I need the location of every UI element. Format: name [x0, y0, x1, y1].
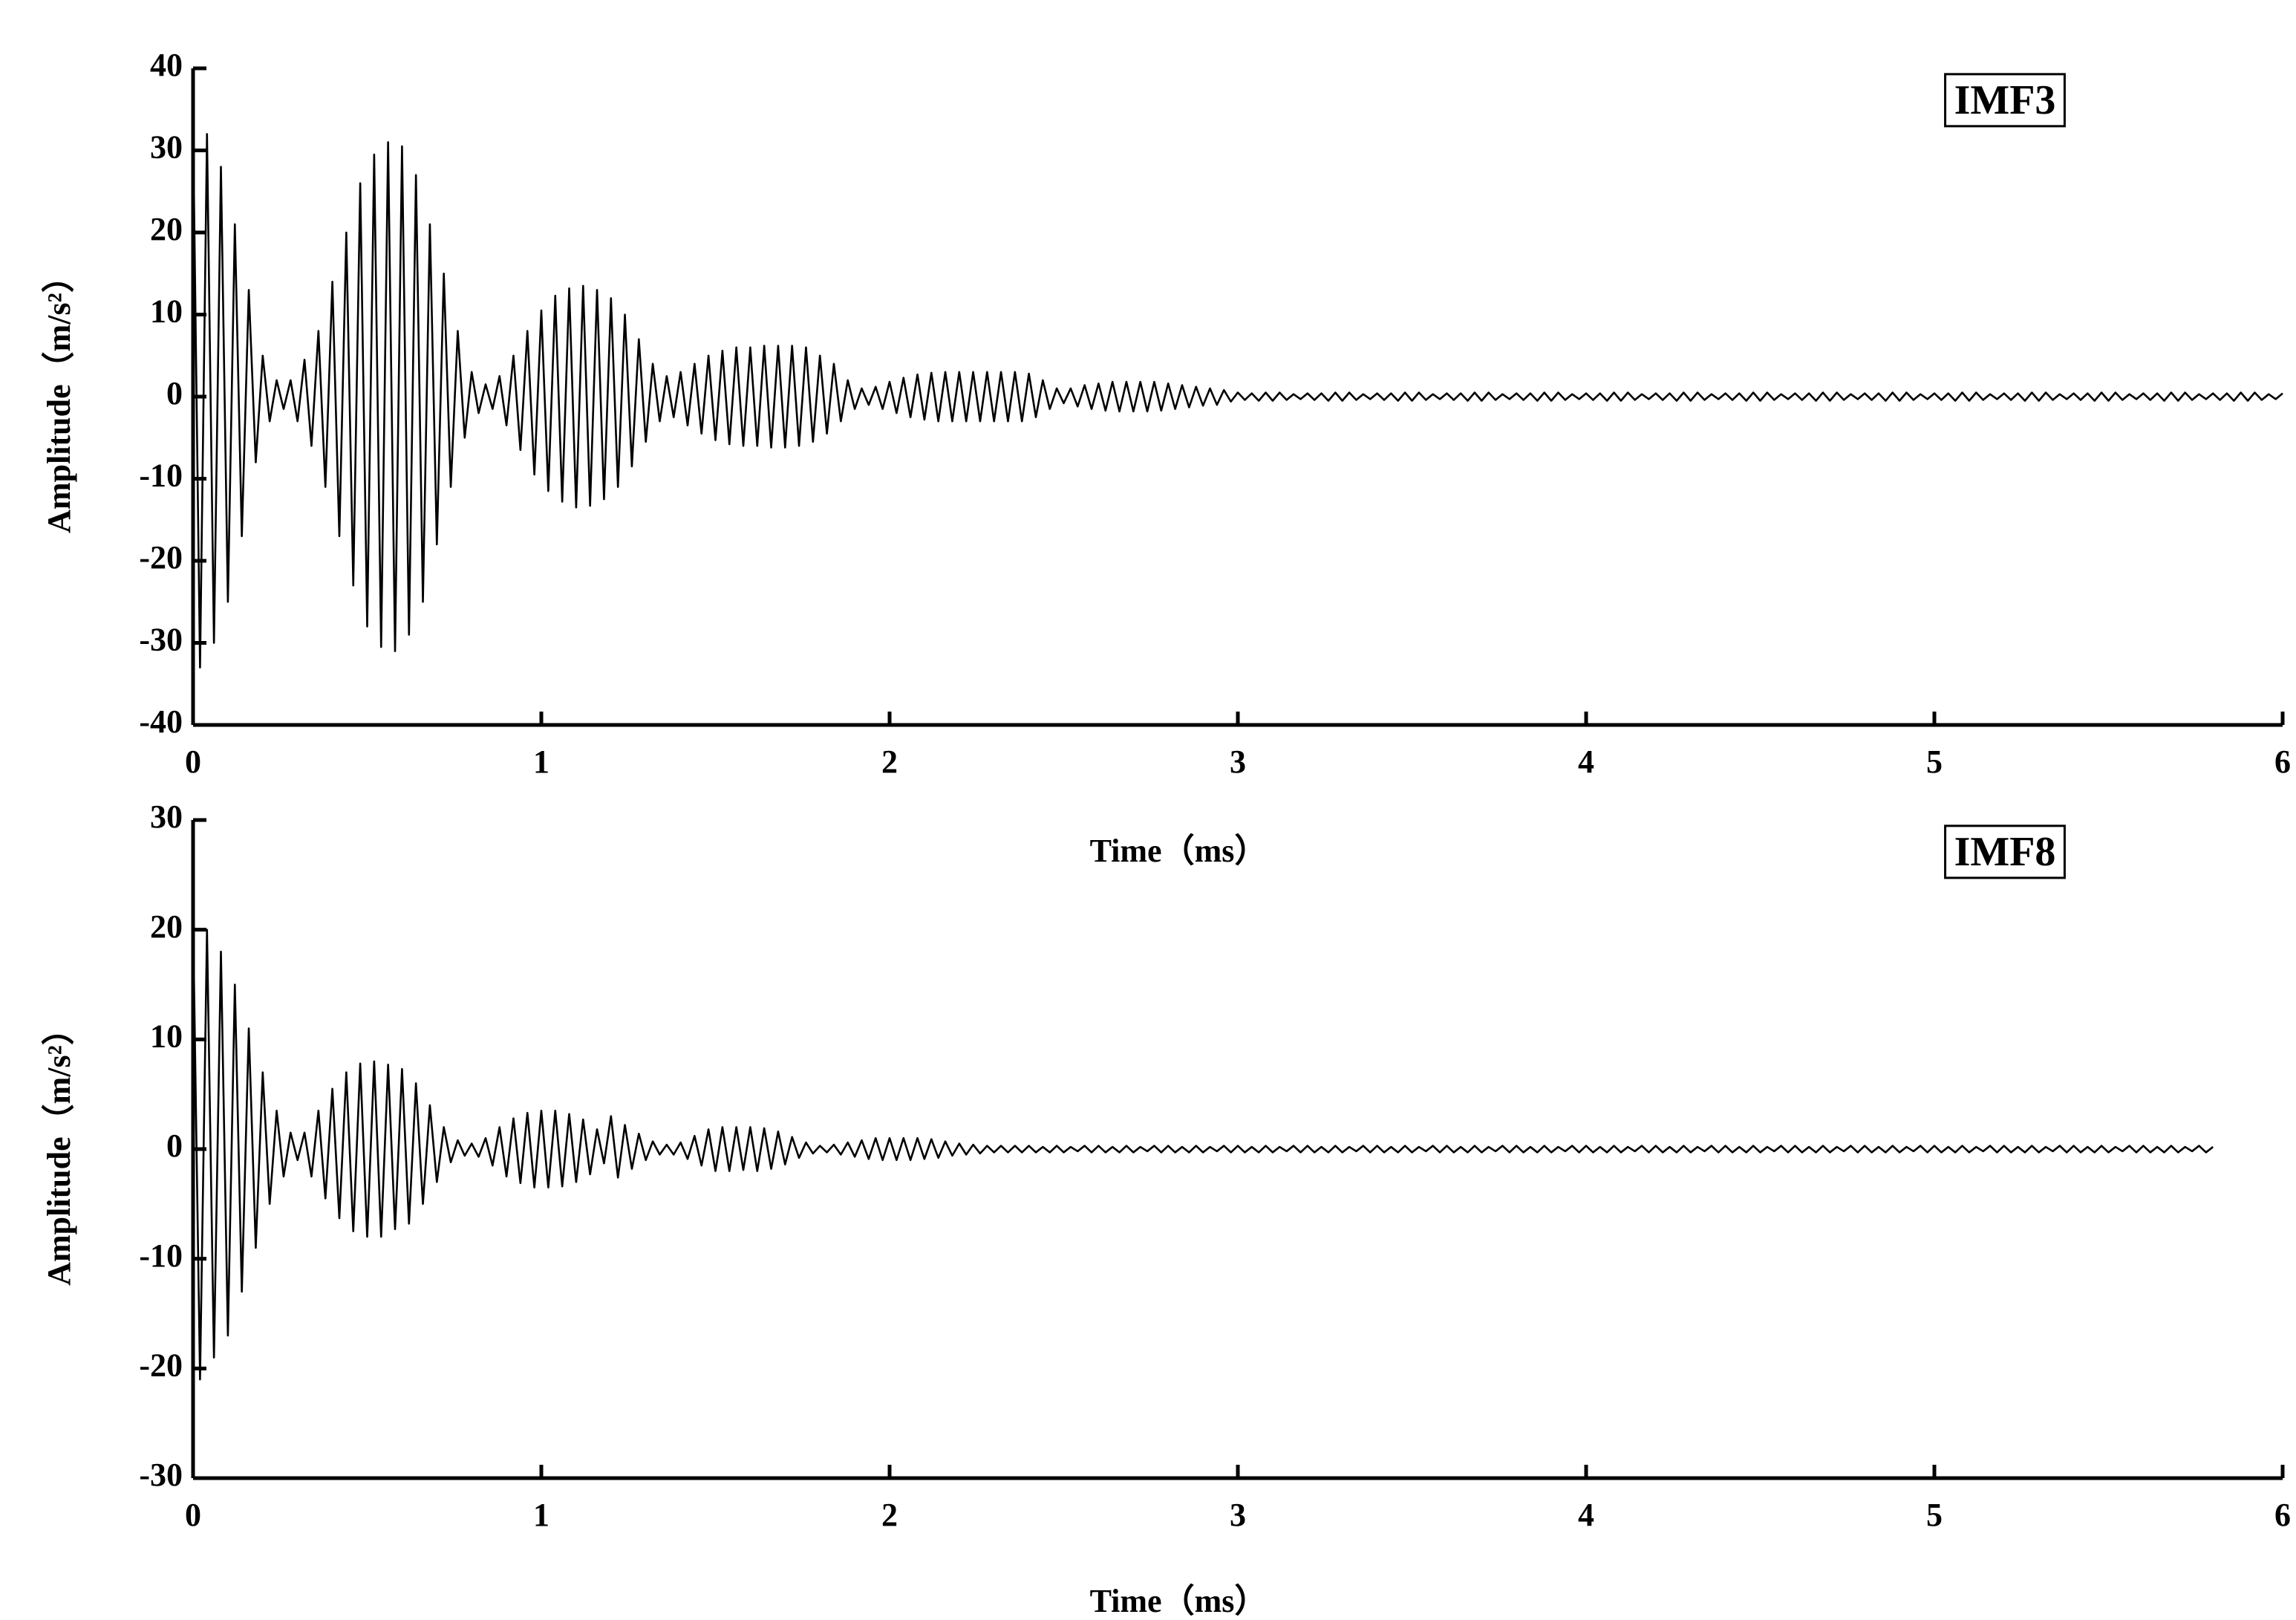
- x-axis-label: Time（ms）: [1090, 833, 1268, 869]
- y-tick-label: 30: [150, 129, 183, 166]
- x-tick-label: 2: [881, 744, 898, 780]
- annotation: IMF3: [1954, 77, 2056, 123]
- x-axis-label: Time（ms）: [1090, 1583, 1268, 1619]
- y-tick-label: 0: [166, 1128, 183, 1164]
- x-tick-label: 0: [185, 744, 201, 780]
- x-tick-label: 3: [1230, 1497, 1246, 1533]
- y-tick-label: 20: [150, 908, 183, 945]
- annotation-box: [1944, 73, 2066, 128]
- y-tick-label: -20: [139, 1347, 183, 1383]
- y-tick-label: -30: [139, 622, 183, 658]
- x-tick-label: 5: [1926, 1497, 1943, 1533]
- y-tick-label: -30: [139, 1457, 183, 1493]
- x-tick-label: 5: [1926, 744, 1943, 780]
- x-tick-label: 1: [533, 1497, 549, 1533]
- y-tick-label: 30: [150, 798, 183, 835]
- y-tick-label: -40: [139, 703, 183, 740]
- x-tick-label: 3: [1230, 744, 1246, 780]
- subplot: -30 -20 -10 0 10 20 30 0 1 2 3 4 5 6 Time（ms） Amplitude…: [41, 798, 2291, 1619]
- subplot: -40 -30 -20 -10 0 10 20 30 40 0 1 2 3 4 5 6 Time（ms） Ampl…: [41, 47, 2291, 869]
- signal-line: [192, 126, 2283, 669]
- x-tick-label: 2: [881, 1497, 898, 1533]
- x-tick-label: 6: [2274, 744, 2291, 780]
- x-tick-label: 0: [185, 1497, 201, 1533]
- x-tick-label: 4: [1578, 744, 1594, 780]
- signal-line: [192, 918, 2214, 1381]
- y-tick-label: 0: [166, 375, 183, 411]
- y-tick-label: 20: [150, 211, 183, 247]
- annotation: IMF8: [1954, 829, 2056, 875]
- x-tick-label: 6: [2274, 1497, 2291, 1533]
- y-axis-label: Amplitude（m/s²）: [41, 1012, 77, 1286]
- y-tick-label: 40: [150, 47, 183, 83]
- y-tick-label: -20: [139, 539, 183, 576]
- x-tick-label: 4: [1578, 1497, 1594, 1533]
- y-tick-label: 10: [150, 1018, 183, 1054]
- x-tick-label: 1: [533, 744, 549, 780]
- y-tick-label: -10: [139, 1237, 183, 1274]
- annotation-box: [1944, 824, 2066, 879]
- y-tick-label: -10: [139, 458, 183, 494]
- y-axis-label: Amplitude（m/s²）: [41, 260, 77, 533]
- y-tick-label: 10: [150, 293, 183, 330]
